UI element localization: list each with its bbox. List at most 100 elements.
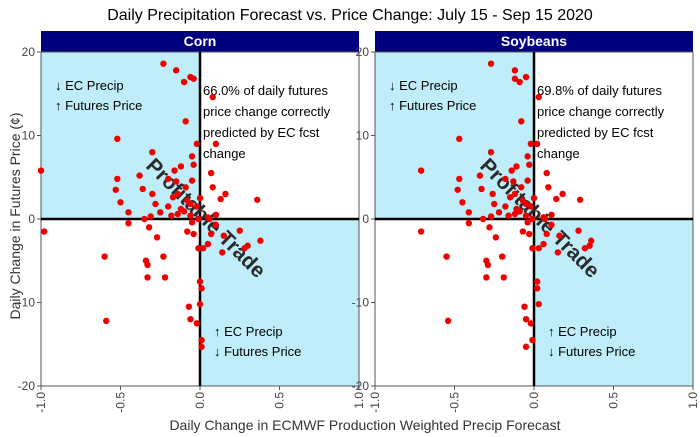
data-point [254,196,261,203]
data-point [198,336,205,344]
data-point [199,245,207,252]
data-point [522,316,530,323]
y-tick-label: -10 [352,296,370,310]
y-tick-label: 20 [22,45,36,59]
data-point [165,175,172,183]
data-point [478,185,485,193]
data-point [153,234,161,241]
data-point [149,190,156,198]
data-point [535,300,542,308]
data-point [136,172,143,179]
accuracy-annotation: 69.8% of daily futures [537,83,663,98]
data-point [417,228,425,235]
data-point [444,317,452,325]
data-point [144,261,151,269]
data-point [180,208,188,215]
data-point [165,203,172,210]
data-point [522,200,530,208]
data-point [522,343,530,350]
data-point [125,219,132,227]
chart-title: Daily Precipitation Forecast vs. Price C… [107,7,593,24]
data-point [535,245,542,252]
data-point [149,149,156,156]
data-point [492,234,500,241]
data-point [529,245,536,252]
accuracy-annotation: 66.0% of daily futures [203,83,329,98]
data-point [198,285,205,292]
data-point [527,320,535,327]
data-point [180,78,188,86]
x-tick-label: 0.0 [527,392,541,409]
data-point [417,167,425,174]
data-point [486,224,493,231]
panel-strip [375,31,693,52]
data-point [168,212,175,219]
data-point [160,60,167,67]
data-point [217,195,224,203]
x-tick-label: 0.5 [273,392,287,409]
y-tick-label: -20 [352,379,370,393]
data-point [182,118,189,125]
data-point [540,240,547,248]
data-point [193,140,201,148]
x-tick-label: 1.0 [686,392,700,409]
data-point [190,230,197,238]
data-point [209,184,216,191]
quadrant-lower-right [534,219,693,386]
data-point [518,118,525,125]
data-point [171,167,178,174]
quadrant-upper-left [375,52,534,219]
data-point [454,186,461,193]
data-point [102,317,110,325]
data-point [510,178,517,185]
data-point [219,249,226,256]
data-point [521,303,528,310]
y-tick-label: 20 [356,45,370,59]
data-point [152,200,159,208]
data-point [511,75,519,82]
data-point [479,215,487,223]
data-point [190,75,197,82]
y-tick-label: 0 [28,212,35,226]
quadrant-upper-left [41,52,200,219]
data-point [522,73,530,81]
x-tick-label: -0.5 [114,392,128,413]
data-point [511,190,519,198]
data-point [519,228,527,235]
data-point [543,230,550,238]
data-point [204,214,212,221]
data-point [491,200,498,208]
data-point [193,203,201,210]
data-point [483,274,490,281]
data-point [114,135,121,143]
data-point [487,213,495,220]
data-point [576,196,584,203]
data-point [526,230,533,238]
data-point [193,320,201,327]
data-point [524,153,531,160]
data-point [112,186,119,193]
x-tick-label: -0.5 [448,392,462,413]
panel-corn: Corn -20 -10 0 10 20 -1.0 -0.5 0.0 0.5 1.0 ↓ EC Pre… [18,31,366,413]
data-point [187,212,194,219]
data-point [530,194,538,202]
data-point [505,212,512,219]
data-point [139,185,146,193]
quadrant-label-lower-right: ↑ EC Precip [548,324,617,339]
quadrant-label-upper-left: ↑ Futures Price [389,98,476,113]
data-point [188,153,196,160]
data-point [207,169,215,177]
quadrant-label-upper-left: ↓ EC Precip [389,78,458,93]
data-point [502,175,509,183]
data-point [212,140,220,148]
data-point [161,274,169,281]
data-point [465,219,473,227]
data-point [117,199,124,206]
data-point [511,210,519,218]
panel-soybeans: Soybeans -20 -10 0 10 20 -1.0 -0.5 0.0 0.5 1.0 ↓ EC… [352,31,700,413]
data-point [187,316,194,323]
quadrant-label-lower-right: ↓ Futures Price [548,344,635,359]
data-point [195,245,202,252]
data-point [188,177,196,184]
x-tick-label: -1.0 [368,392,382,413]
